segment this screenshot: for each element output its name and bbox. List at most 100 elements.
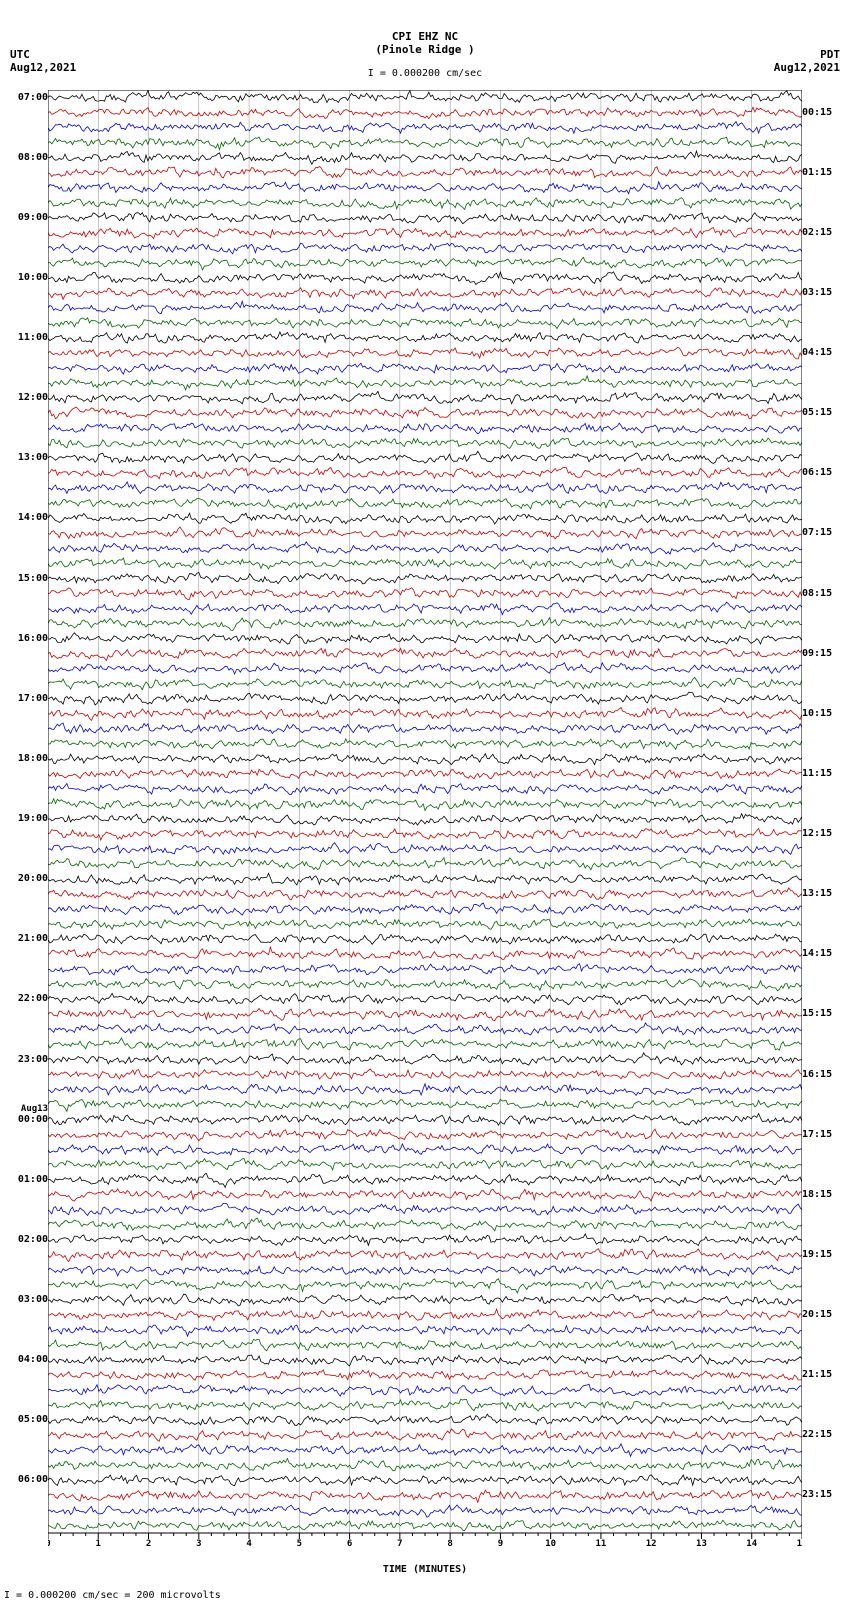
svg-text:5: 5 <box>297 1539 302 1547</box>
trace-line <box>48 451 802 463</box>
trace-line <box>48 272 802 285</box>
header-right: PDT Aug12,2021 <box>774 48 840 74</box>
pdt-label: 20:15 <box>802 1309 848 1321</box>
trace-line <box>48 332 802 343</box>
trace-line <box>48 1444 802 1457</box>
utc-label: 18:00 <box>2 753 48 765</box>
pdt-label: 04:15 <box>802 347 848 359</box>
pdt-label: 17:15 <box>802 1129 848 1141</box>
pdt-label: 18:15 <box>802 1189 848 1201</box>
trace-line <box>48 633 802 644</box>
right-date: Aug12,2021 <box>774 61 840 74</box>
trace-line <box>48 1203 802 1215</box>
header-center: CPI EHZ NC (Pinole Ridge ) <box>0 30 850 56</box>
trace-line <box>48 1218 802 1231</box>
trace-line <box>48 1008 802 1020</box>
left-date: Aug12,2021 <box>10 61 76 74</box>
svg-text:1: 1 <box>96 1539 101 1547</box>
trace-line <box>48 288 802 300</box>
pdt-label: 02:15 <box>802 227 848 239</box>
trace-line <box>48 843 802 855</box>
trace-line <box>48 1429 802 1441</box>
utc-label: 13:00 <box>2 452 48 464</box>
trace-line <box>48 723 802 734</box>
svg-text:7: 7 <box>397 1539 402 1547</box>
trace-line <box>48 903 802 915</box>
utc-label: 04:00 <box>2 1354 48 1366</box>
svg-text:6: 6 <box>347 1539 352 1547</box>
pdt-label: 22:15 <box>802 1429 848 1441</box>
trace-line <box>48 347 802 359</box>
trace-line <box>48 588 802 600</box>
pdt-label: 10:15 <box>802 708 848 720</box>
trace-line <box>48 1114 802 1126</box>
station-code: CPI EHZ NC <box>0 30 850 43</box>
utc-label: 23:00 <box>2 1054 48 1066</box>
pdt-label: 05:15 <box>802 407 848 419</box>
utc-label: 14:00 <box>2 512 48 524</box>
utc-label: 10:00 <box>2 272 48 284</box>
trace-line <box>48 828 802 840</box>
svg-text:9: 9 <box>498 1539 503 1547</box>
station-name: (Pinole Ridge ) <box>0 43 850 56</box>
trace-line <box>48 1384 802 1396</box>
trace-line <box>48 572 802 584</box>
pdt-time-labels: 00:1501:1502:1503:1504:1505:1506:1507:15… <box>802 90 848 1533</box>
svg-text:12: 12 <box>646 1539 657 1547</box>
utc-label: 03:00 <box>2 1294 48 1306</box>
utc-label: 12:00 <box>2 392 48 404</box>
trace-line <box>48 1490 802 1502</box>
trace-line <box>48 257 802 270</box>
trace-line <box>48 1399 802 1411</box>
utc-label: 20:00 <box>2 873 48 885</box>
trace-line <box>48 182 802 194</box>
trace-line <box>48 1129 802 1141</box>
trace-line <box>48 198 802 210</box>
trace-line <box>48 482 802 494</box>
trace-line <box>48 1279 802 1293</box>
trace-line <box>48 1099 802 1112</box>
trace-line <box>48 947 802 959</box>
utc-label: 19:00 <box>2 813 48 825</box>
trace-line <box>48 1414 802 1425</box>
trace-line <box>48 363 802 374</box>
pdt-label: 14:15 <box>802 948 848 960</box>
trace-line <box>48 873 802 885</box>
trace-line <box>48 754 802 765</box>
trace-line <box>48 858 802 870</box>
pdt-label: 16:15 <box>802 1069 848 1081</box>
svg-text:3: 3 <box>196 1539 201 1547</box>
utc-label: 08:00 <box>2 152 48 164</box>
trace-line <box>48 799 802 811</box>
svg-text:14: 14 <box>746 1539 757 1547</box>
trace-line <box>48 542 802 554</box>
trace-line <box>48 602 802 615</box>
trace-line <box>48 137 802 150</box>
right-timezone: PDT <box>774 48 840 61</box>
trace-line <box>48 1023 802 1035</box>
trace-line <box>48 769 802 779</box>
trace-line <box>48 662 802 674</box>
trace-line <box>48 677 802 689</box>
pdt-label: 11:15 <box>802 768 848 780</box>
trace-line <box>48 391 802 404</box>
utc-label: Aug1300:00 <box>2 1114 48 1126</box>
header-left: UTC Aug12,2021 <box>10 48 76 74</box>
scale-indicator: I = 0.000200 cm/sec <box>0 68 850 79</box>
pdt-label: 15:15 <box>802 1008 848 1020</box>
trace-line <box>48 438 802 448</box>
trace-line <box>48 708 802 721</box>
trace-line <box>48 993 802 1005</box>
trace-line <box>48 228 802 239</box>
svg-text:4: 4 <box>246 1539 252 1547</box>
trace-line <box>48 167 802 178</box>
seismogram-container: CPI EHZ NC (Pinole Ridge ) I = 0.000200 … <box>0 0 850 1613</box>
trace-line <box>48 1294 802 1306</box>
trace-line <box>48 527 802 539</box>
trace-line <box>48 151 802 164</box>
trace-line <box>48 558 802 569</box>
trace-line <box>48 301 802 313</box>
trace-line <box>48 498 802 510</box>
trace-line <box>48 1234 802 1246</box>
utc-label: 15:00 <box>2 573 48 585</box>
